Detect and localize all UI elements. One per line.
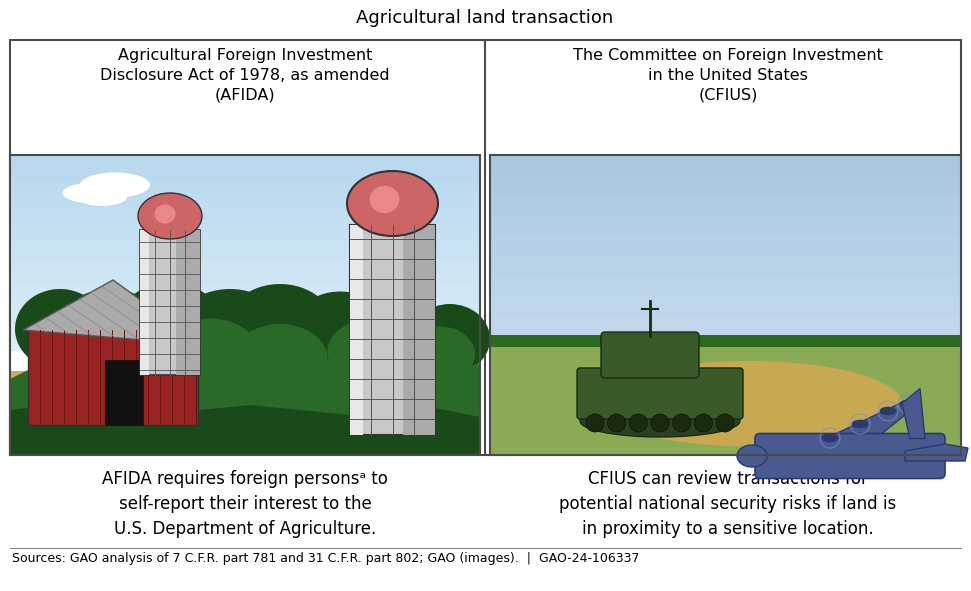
Ellipse shape <box>77 188 127 206</box>
Polygon shape <box>902 388 925 439</box>
Bar <box>176 230 200 375</box>
Bar <box>10 272 480 285</box>
Polygon shape <box>10 400 480 455</box>
Ellipse shape <box>327 320 413 385</box>
Bar <box>10 311 480 324</box>
Ellipse shape <box>170 289 290 389</box>
Ellipse shape <box>822 434 838 442</box>
Bar <box>490 175 961 196</box>
Bar <box>10 168 480 181</box>
Bar <box>490 435 961 456</box>
Ellipse shape <box>900 400 916 408</box>
Circle shape <box>651 414 669 432</box>
Bar <box>490 341 961 455</box>
Bar <box>490 295 961 316</box>
Ellipse shape <box>410 304 490 374</box>
Ellipse shape <box>405 326 475 382</box>
Polygon shape <box>23 280 203 345</box>
Bar <box>490 195 961 216</box>
Bar <box>490 335 961 347</box>
Bar <box>10 207 480 220</box>
Circle shape <box>608 414 625 432</box>
FancyBboxPatch shape <box>601 332 699 378</box>
Circle shape <box>673 414 690 432</box>
Polygon shape <box>905 444 968 461</box>
Text: Agricultural land transaction: Agricultural land transaction <box>356 9 614 27</box>
Bar <box>10 337 480 350</box>
Ellipse shape <box>290 291 390 376</box>
Circle shape <box>629 414 648 432</box>
Bar <box>105 360 143 425</box>
Ellipse shape <box>138 193 202 239</box>
FancyBboxPatch shape <box>755 434 945 479</box>
Ellipse shape <box>225 284 335 374</box>
Ellipse shape <box>580 405 740 437</box>
Bar <box>350 225 363 435</box>
Text: CFIUS can review transactions for
potential national security risks if land is
i: CFIUS can review transactions for potent… <box>559 470 896 538</box>
Bar <box>490 355 961 375</box>
Ellipse shape <box>232 324 327 394</box>
Text: Sources: GAO analysis of 7 C.F.R. part 781 and 31 C.F.R. part 802; GAO (images).: Sources: GAO analysis of 7 C.F.R. part 7… <box>12 552 640 565</box>
Ellipse shape <box>80 173 150 197</box>
Ellipse shape <box>370 186 399 213</box>
Bar <box>490 255 961 275</box>
Bar <box>10 194 480 207</box>
Bar <box>10 324 480 337</box>
Bar <box>490 275 961 296</box>
Bar <box>140 230 149 375</box>
Bar <box>10 371 480 455</box>
Bar <box>10 298 480 311</box>
Circle shape <box>586 414 604 432</box>
Bar <box>10 155 480 168</box>
Bar <box>10 285 480 298</box>
Bar <box>10 246 480 259</box>
Bar <box>490 375 961 395</box>
Ellipse shape <box>105 317 195 387</box>
Text: The Committee on Foreign Investment
in the United States
(CFIUS): The Committee on Foreign Investment in t… <box>573 48 883 103</box>
Ellipse shape <box>62 183 117 203</box>
Ellipse shape <box>55 289 165 379</box>
Ellipse shape <box>120 281 220 366</box>
Ellipse shape <box>880 407 896 415</box>
Ellipse shape <box>737 445 767 467</box>
Ellipse shape <box>852 420 868 428</box>
Circle shape <box>716 414 734 432</box>
Bar <box>10 220 480 233</box>
Polygon shape <box>810 401 910 466</box>
Ellipse shape <box>15 289 105 369</box>
Ellipse shape <box>30 326 110 391</box>
Bar <box>350 225 435 435</box>
Ellipse shape <box>355 291 445 366</box>
Bar <box>10 40 961 455</box>
Ellipse shape <box>160 319 260 394</box>
Ellipse shape <box>347 171 438 236</box>
Bar <box>490 155 961 176</box>
Bar <box>490 315 961 336</box>
Bar <box>490 415 961 436</box>
Bar <box>10 155 480 455</box>
Bar <box>490 235 961 255</box>
Text: AFIDA requires foreign personsᵃ to
self-report their interest to the
U.S. Depart: AFIDA requires foreign personsᵃ to self-… <box>102 470 388 538</box>
Bar <box>10 181 480 194</box>
Bar <box>10 259 480 272</box>
Bar <box>490 155 961 455</box>
Bar <box>490 395 961 415</box>
Bar <box>10 233 480 246</box>
Text: Agricultural Foreign Investment
Disclosure Act of 1978, as amended
(AFIDA): Agricultural Foreign Investment Disclosu… <box>100 48 389 103</box>
FancyBboxPatch shape <box>577 368 743 419</box>
Ellipse shape <box>154 204 176 223</box>
Ellipse shape <box>596 361 902 446</box>
Bar <box>140 230 200 375</box>
Polygon shape <box>10 344 480 455</box>
Bar <box>490 215 961 235</box>
Circle shape <box>694 414 713 432</box>
Bar <box>28 330 198 425</box>
Bar <box>490 335 961 356</box>
Bar <box>403 225 435 435</box>
